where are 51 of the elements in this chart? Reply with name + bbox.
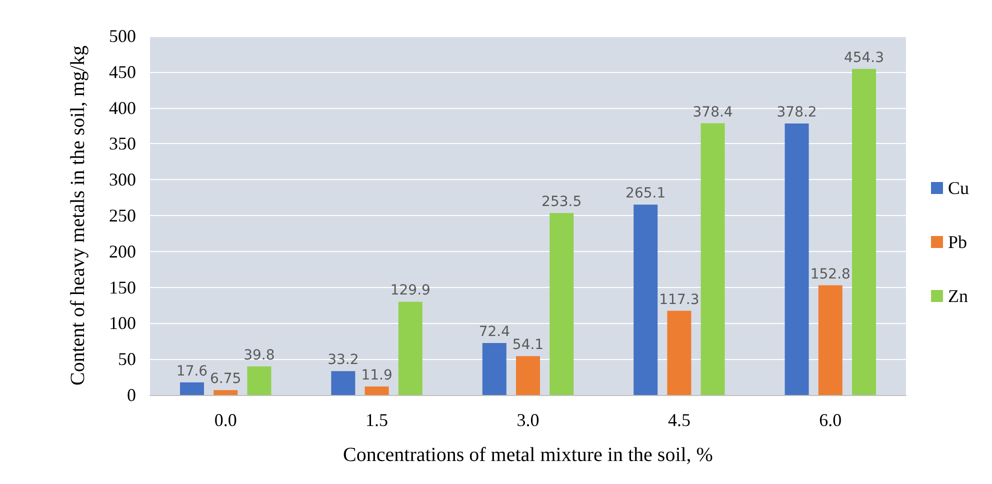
bar bbox=[818, 285, 842, 395]
data-label: 72.4 bbox=[478, 324, 510, 340]
bar bbox=[247, 366, 272, 395]
bar bbox=[667, 310, 692, 395]
legend-label: Zn bbox=[948, 286, 968, 306]
y-axis-title: Content of heavy metals in the soil, mg/kg bbox=[67, 46, 89, 386]
data-label: 152.8 bbox=[810, 266, 850, 282]
data-label: 17.6 bbox=[176, 363, 208, 380]
bar bbox=[180, 382, 204, 395]
data-label: 11.9 bbox=[361, 367, 392, 384]
y-tick-label: 50 bbox=[118, 349, 136, 370]
y-tick-label: 200 bbox=[109, 241, 136, 262]
x-tick-label: 3.0 bbox=[516, 410, 540, 430]
x-tick-label: 6.0 bbox=[819, 410, 842, 430]
y-tick-label: 250 bbox=[109, 206, 136, 226]
bar bbox=[364, 386, 389, 395]
data-label: 378.4 bbox=[692, 104, 733, 120]
bar bbox=[331, 371, 356, 395]
data-label: 378.2 bbox=[776, 104, 817, 120]
y-tick-label: 300 bbox=[109, 170, 136, 190]
data-label: 454.3 bbox=[844, 50, 884, 66]
bar bbox=[482, 343, 506, 395]
legend-label: Cu bbox=[948, 178, 970, 198]
y-tick-label: 350 bbox=[109, 134, 136, 154]
y-tick-label: 400 bbox=[109, 98, 136, 118]
y-tick-label: 0 bbox=[127, 385, 136, 405]
x-axis-title: Concentrations of metal mixture in the soil, % bbox=[343, 444, 713, 466]
x-tick-label: 1.5 bbox=[366, 410, 388, 430]
data-label: 129.9 bbox=[390, 282, 430, 299]
bar bbox=[550, 212, 574, 395]
y-tick-label: 500 bbox=[109, 26, 136, 46]
data-label: 39.8 bbox=[244, 347, 275, 364]
bar bbox=[214, 390, 238, 395]
x-tick-label: 4.5 bbox=[668, 410, 690, 430]
x-tick-label: 0.0 bbox=[214, 410, 237, 430]
data-label: 253.5 bbox=[542, 194, 582, 210]
data-label: 117.3 bbox=[659, 292, 700, 308]
bar bbox=[784, 123, 809, 395]
y-tick-label: 100 bbox=[109, 313, 136, 334]
y-tick-label: 450 bbox=[109, 62, 136, 82]
data-label: 54.1 bbox=[512, 337, 544, 354]
bar bbox=[516, 356, 540, 395]
data-label: 33.2 bbox=[328, 352, 359, 368]
data-label: 6.75 bbox=[210, 371, 242, 388]
y-tick-label: 150 bbox=[109, 277, 136, 298]
data-label: 265.1 bbox=[626, 186, 666, 202]
legend-label: Pb bbox=[948, 232, 968, 252]
bar bbox=[700, 123, 725, 395]
bar bbox=[852, 68, 876, 395]
bar bbox=[634, 204, 658, 395]
bar bbox=[398, 302, 422, 395]
